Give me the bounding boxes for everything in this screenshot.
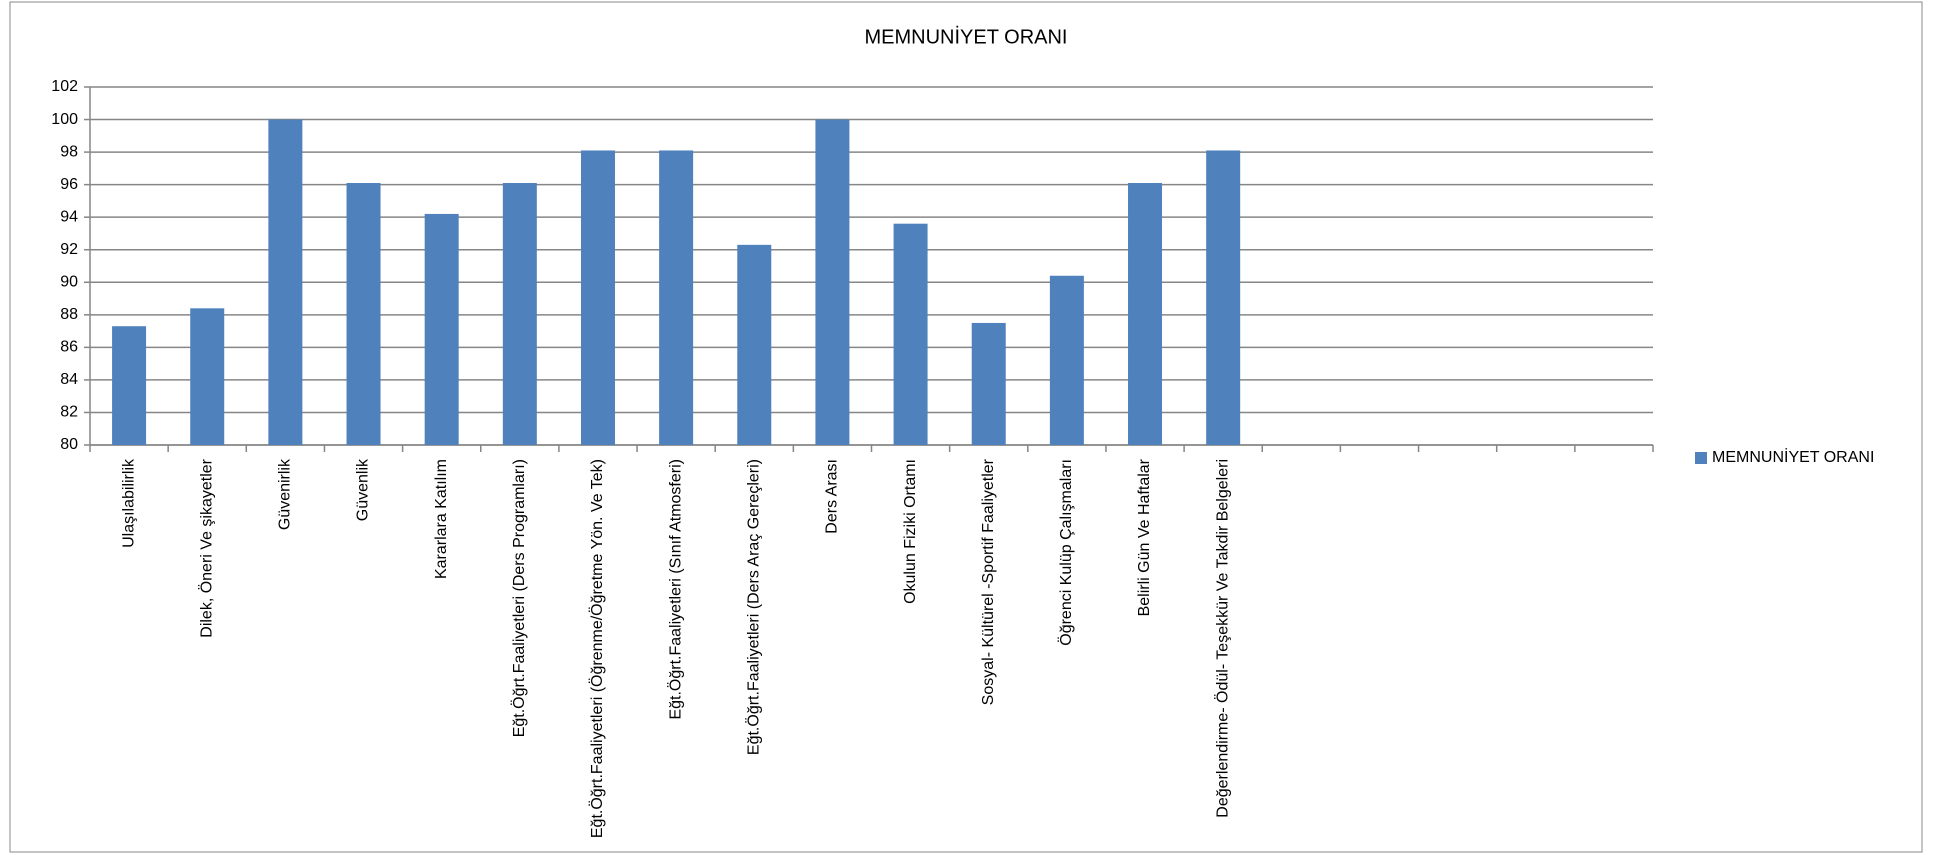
bar (893, 223, 928, 445)
x-tick-label: Eğt.Öğrt.Faaliyetleri (Ders Araç Gereçle… (744, 459, 762, 755)
bar (502, 183, 537, 445)
x-tick-label: Eğt.Öğrt.Faaliyetleri (Sınıf Atmosferi) (666, 459, 684, 720)
bar (971, 322, 1006, 445)
y-tick-label: 98 (60, 143, 78, 160)
legend-swatch (1695, 452, 1707, 464)
x-tick-label: Kararlara Katılım (433, 459, 450, 579)
bar (580, 150, 615, 446)
bar (737, 244, 772, 445)
x-tick-label: Belirli Gün Ve Haftalar (1136, 458, 1153, 616)
bar (346, 183, 381, 445)
x-tick-label: Dilek, Öneri Ve şikayetler (197, 458, 215, 637)
chart-title: MEMNUNİYET ORANI (865, 25, 1068, 48)
x-tick-label: Değerlendirme- Ödül- Teşekkür Ve Takdir … (1213, 459, 1231, 818)
x-tick-label: Eğt.Öğrt.Faaliyetleri (Öğrenme/Öğretme Y… (588, 459, 606, 838)
x-tick-label: Eğt.Öğrt.Faaliyetleri (Ders Programları) (510, 459, 528, 737)
bar (112, 326, 147, 445)
bar (424, 213, 459, 445)
bar (659, 150, 694, 446)
x-tick-label: Sosyal- Kültürel -Sportif Faaliyetler (980, 458, 997, 705)
x-tick-label: Öğrenci Kulüp Çalışmaları (1057, 459, 1075, 646)
y-tick-label: 94 (60, 208, 78, 225)
bar (268, 119, 303, 445)
chart-frame (9, 1, 1923, 853)
y-tick-label: 88 (60, 306, 78, 323)
y-tick-label: 96 (60, 176, 78, 193)
bar (190, 308, 225, 445)
bar (1128, 183, 1163, 445)
x-tick-label: Güvenlik (355, 458, 372, 521)
x-tick-label: Ders Arası (824, 459, 841, 534)
y-tick-label: 84 (60, 371, 78, 388)
y-tick-label: 82 (60, 404, 78, 421)
bar (815, 119, 850, 445)
y-tick-label: 90 (60, 273, 78, 290)
bar (1206, 150, 1241, 446)
y-tick-label: 80 (60, 436, 78, 453)
y-tick-label: 102 (51, 78, 78, 95)
y-tick-label: 92 (60, 241, 78, 258)
y-tick-label: 100 (51, 111, 78, 128)
y-tick-label: 86 (60, 339, 78, 356)
x-tick-label: Güvenirlik (277, 458, 294, 530)
bar (1049, 275, 1084, 445)
x-tick-label: Okulun Fiziki Ortamı (902, 459, 919, 604)
x-tick-label: Ulaşılabilirlik (120, 458, 137, 548)
legend-label: MEMNUNİYET ORANI (1712, 447, 1874, 466)
